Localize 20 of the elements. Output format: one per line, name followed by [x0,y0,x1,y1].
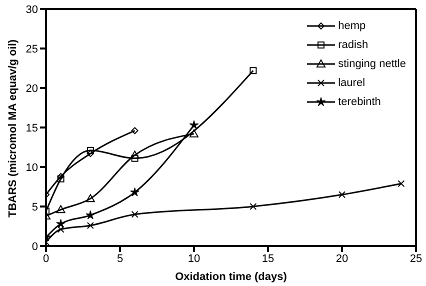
y-tick-label: 25 [26,43,38,56]
y-tick-label: 15 [26,122,38,134]
y-tick-label: 20 [26,82,38,95]
x-tick-label: 10 [188,252,200,265]
x-axis-title: Oxidation time (days) [175,271,288,283]
y-axis-title: TBARS (micromol MA equav/g oil) [6,39,19,218]
x-tick-label: 20 [336,252,348,265]
y-tick-label: 10 [26,162,38,174]
y-tick-label: 30 [26,4,38,16]
x-tick-label: 25 [410,252,422,265]
y-tick-label: 0 [32,240,38,253]
x-tick-label: 15 [262,252,274,265]
legend-label: radish [338,38,368,50]
legend-label: hemp [338,20,366,32]
legend-label: stinging nettle [338,58,406,70]
x-tick-label: 5 [116,252,124,265]
x-tick-label: 0 [42,252,50,265]
legend-label: terebinth [338,96,381,108]
legend-label: laurel [338,76,366,88]
y-tick-label: 5 [32,201,38,214]
